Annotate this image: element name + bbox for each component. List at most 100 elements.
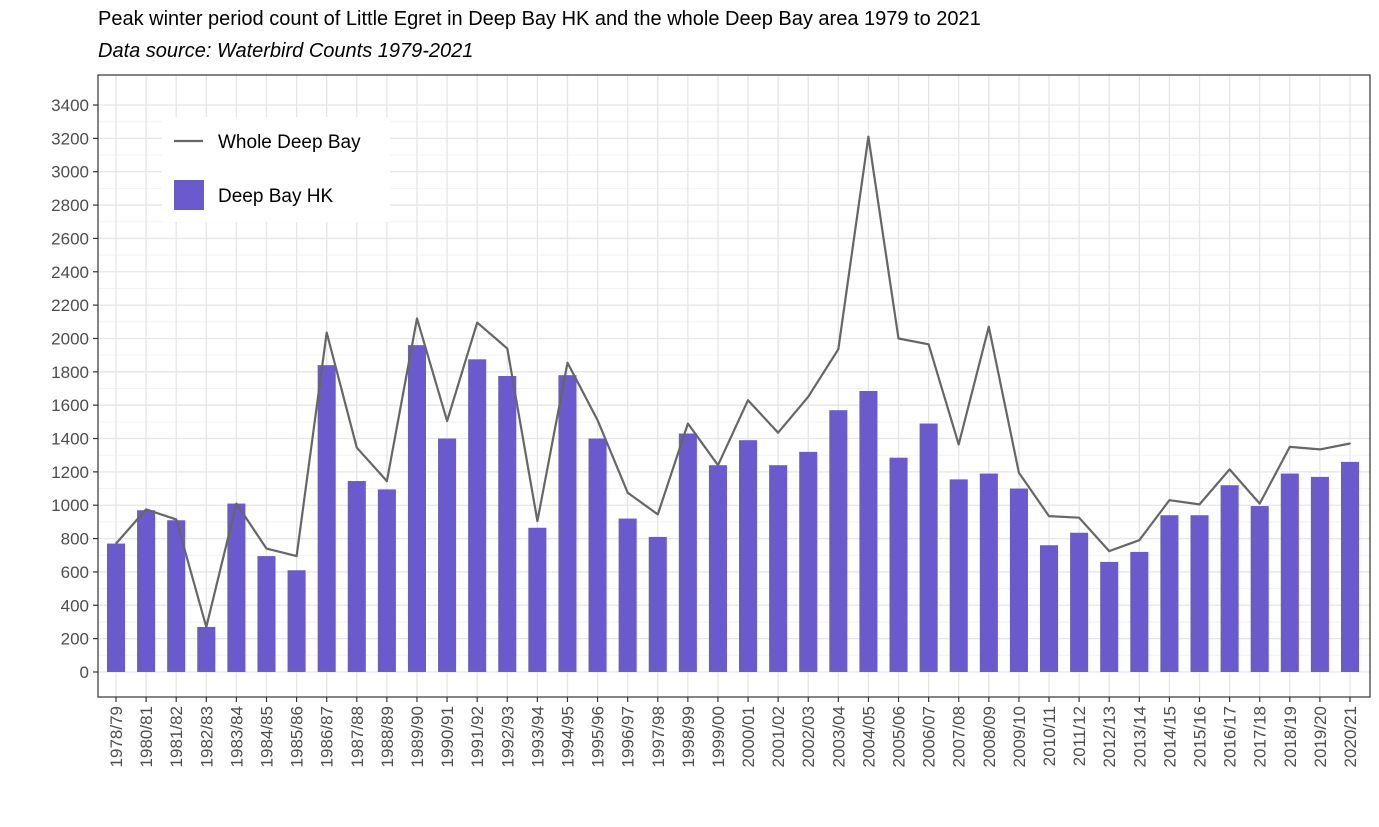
x-tick-label: 1994/95 xyxy=(558,706,577,767)
line-point xyxy=(717,464,719,467)
x-tick-label: 2003/04 xyxy=(829,706,848,767)
line-point xyxy=(897,337,900,340)
bar xyxy=(648,536,667,672)
bar xyxy=(708,465,727,672)
line-point xyxy=(355,446,358,449)
legend: Whole Deep Bay Deep Bay HK xyxy=(162,117,390,222)
bar xyxy=(1190,515,1209,672)
y-tick-label: 3000 xyxy=(51,163,89,182)
line-point xyxy=(1258,502,1261,505)
x-tick-label: 2005/06 xyxy=(890,706,909,767)
line-point xyxy=(295,555,298,557)
bar xyxy=(197,626,216,672)
x-tick-label: 2006/07 xyxy=(920,706,939,767)
line-point xyxy=(1319,448,1321,451)
x-tick-label: 1988/89 xyxy=(378,706,397,767)
bar xyxy=(257,556,276,672)
x-tick-label: 1981/82 xyxy=(167,706,186,767)
line-point xyxy=(1108,550,1111,552)
y-tick-label: 1200 xyxy=(51,463,89,482)
line-point xyxy=(1048,515,1050,517)
bar xyxy=(1310,476,1329,672)
x-tick-label: 1989/90 xyxy=(408,706,427,767)
bar xyxy=(1130,551,1149,672)
x-tick-label: 1983/84 xyxy=(227,706,246,767)
bar xyxy=(137,510,156,672)
legend-label-whole-deep-bay: Whole Deep Bay xyxy=(218,132,361,153)
x-tick-label: 2002/03 xyxy=(799,706,818,767)
x-tick-label: 1999/00 xyxy=(709,706,728,767)
x-tick-label: 1978/79 xyxy=(107,706,126,767)
legend-bar-swatch xyxy=(174,180,204,210)
line-point xyxy=(145,508,147,511)
bar xyxy=(1039,545,1059,672)
x-tick-label: 1986/87 xyxy=(318,706,337,767)
y-tick-label: 3200 xyxy=(51,129,89,148)
bar xyxy=(588,438,607,672)
x-axis: 1978/79 1980/81 1981/82 1982/83 1983/84 1984/… xyxy=(107,697,1360,767)
y-tick-label: 600 xyxy=(61,563,89,582)
x-tick-label: 1995/96 xyxy=(589,706,608,767)
bar xyxy=(618,518,637,672)
x-tick-label: 2017/18 xyxy=(1251,706,1270,767)
bar xyxy=(949,479,968,672)
x-tick-label: 2001/02 xyxy=(769,706,788,767)
bar xyxy=(769,465,788,672)
line-point xyxy=(1289,446,1291,448)
line-point xyxy=(115,542,117,545)
bar xyxy=(287,570,306,672)
line-point xyxy=(596,419,599,421)
line-point xyxy=(205,626,208,628)
x-tick-label: 2016/17 xyxy=(1221,706,1240,767)
bar xyxy=(919,423,938,672)
bar-series xyxy=(106,345,1360,672)
bar xyxy=(678,433,697,672)
line-point xyxy=(687,422,689,425)
y-tick-label: 2000 xyxy=(51,329,89,348)
line-point xyxy=(1228,468,1231,471)
bar xyxy=(1009,488,1028,672)
line-point xyxy=(175,518,177,521)
x-tick-label: 2018/19 xyxy=(1281,706,1300,767)
x-tick-label: 2013/14 xyxy=(1130,706,1149,767)
bar xyxy=(558,375,577,672)
x-tick-label: 1985/86 xyxy=(288,706,307,767)
x-tick-label: 1990/91 xyxy=(438,706,457,767)
line-point xyxy=(1349,442,1351,445)
bar xyxy=(106,543,126,672)
bar xyxy=(1100,561,1119,672)
x-tick-label: 2020/21 xyxy=(1341,706,1360,767)
y-tick-label: 2600 xyxy=(51,229,89,248)
bar xyxy=(407,345,427,672)
bar xyxy=(979,473,998,672)
x-tick-label: 1997/98 xyxy=(649,706,668,767)
chart-title: Peak winter period count of Little Egret… xyxy=(98,8,981,30)
y-tick-label: 3400 xyxy=(51,96,89,115)
x-tick-label: 2015/16 xyxy=(1191,706,1210,767)
bar xyxy=(347,481,366,672)
line-point xyxy=(837,348,840,351)
line-point xyxy=(325,331,328,334)
line-point xyxy=(957,443,960,446)
line-point xyxy=(988,326,990,328)
y-tick-label: 1600 xyxy=(51,396,89,415)
x-tick-label: 2014/15 xyxy=(1160,706,1179,767)
bar xyxy=(1340,461,1360,672)
line-point xyxy=(446,420,448,422)
bar xyxy=(1160,515,1179,672)
bar xyxy=(438,438,457,672)
line-point xyxy=(1078,516,1080,519)
x-tick-label: 2011/12 xyxy=(1070,706,1089,766)
line-point xyxy=(927,343,930,346)
line-point xyxy=(1018,471,1020,474)
bar xyxy=(829,410,848,672)
line-point xyxy=(1168,499,1171,502)
line-point xyxy=(416,317,418,320)
x-tick-label: 2008/09 xyxy=(980,706,999,767)
y-tick-label: 0 xyxy=(80,663,89,682)
bar xyxy=(889,457,908,672)
bar xyxy=(528,527,547,672)
x-tick-label: 2004/05 xyxy=(859,706,878,767)
x-tick-label: 2010/11 xyxy=(1040,706,1059,766)
